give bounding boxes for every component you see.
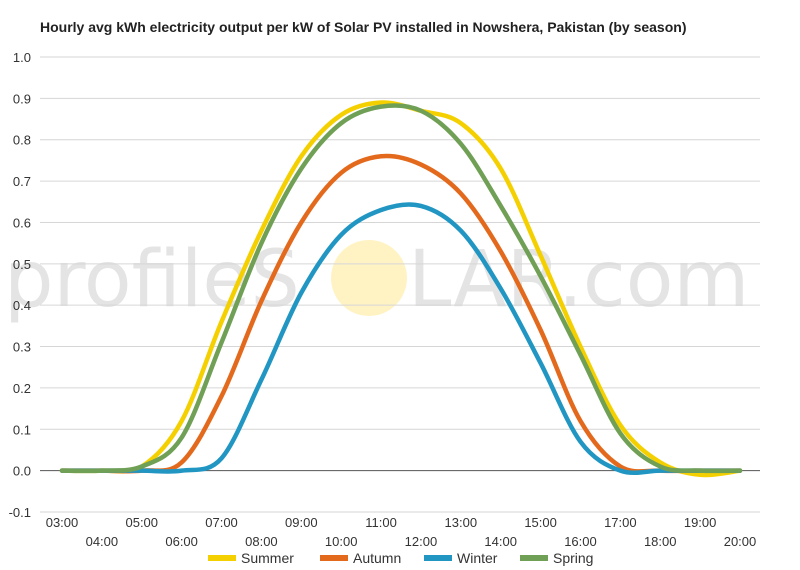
y-tick-label: 0.3 [13,340,31,355]
legend-label: Spring [553,550,593,566]
x-tick-label: 14:00 [484,534,517,549]
x-tick-label: 11:00 [365,515,397,530]
y-tick-label: 1.0 [13,50,31,65]
x-tick-label: 15:00 [524,515,557,530]
series-line-autumn [59,153,743,474]
legend-label: Winter [457,550,498,566]
legend-item-summer: Summer [208,550,294,566]
y-tick-label: 0.0 [13,464,31,479]
y-tick-label: 0.4 [13,298,31,313]
x-tick-label: 12:00 [405,534,438,549]
x-tick-label: 13:00 [445,515,478,530]
legend-item-winter: Winter [424,550,498,566]
x-tick-label: 19:00 [684,515,717,530]
x-tick-label: 04:00 [86,534,119,549]
y-tick-label: 0.5 [13,257,31,272]
x-tick-label: 06:00 [165,534,198,549]
y-tick-label: 0.8 [13,133,31,148]
watermark-text-right: LAR.com [408,235,749,325]
x-tick-label: 03:00 [46,515,79,530]
y-tick-label: 0.1 [13,422,31,437]
y-axis: 1.0 0.9 0.8 0.7 0.6 0.5 0.4 0.3 0.2 0.1 0.0 -0.1 [9,50,31,520]
legend-swatch [520,555,548,561]
y-tick-label: 0.2 [13,381,31,396]
x-tick-label: 05:00 [125,515,158,530]
watermark-sun [331,240,407,316]
x-tick-label: 16:00 [564,534,597,549]
x-tick-label: 07:00 [205,515,238,530]
legend-label: Summer [241,550,294,566]
y-tick-label: 0.9 [13,91,31,106]
x-tick-label: 08:00 [245,534,278,549]
legend-item-autumn: Autumn [320,550,401,566]
x-tick-label: 18:00 [644,534,677,549]
y-tick-label: 0.6 [13,215,31,230]
grid [40,56,760,513]
legend-swatch [320,555,348,561]
x-tick-label: 10:00 [325,534,358,549]
legend-item-spring: Spring [520,550,593,566]
x-axis: 03:00 04:00 05:00 06:00 07:00 08:00 09:00 10:00… [46,515,757,549]
legend-swatch [208,555,236,561]
series-line-winter [59,202,743,476]
x-tick-label: 20:00 [724,534,757,549]
legend-label: Autumn [353,550,401,566]
y-tick-label: -0.1 [9,505,31,520]
watermark: profileS LAR.com [4,235,749,325]
series-lines [59,100,743,478]
x-tick-label: 17:00 [604,515,637,530]
legend: Summer Autumn Winter Spring [208,550,593,566]
x-tick-label: 09:00 [285,515,318,530]
y-tick-label: 0.7 [13,174,31,189]
legend-swatch [424,555,452,561]
chart-title: Hourly avg kWh electricity output per kW… [40,19,687,35]
series-line-spring [59,103,743,474]
